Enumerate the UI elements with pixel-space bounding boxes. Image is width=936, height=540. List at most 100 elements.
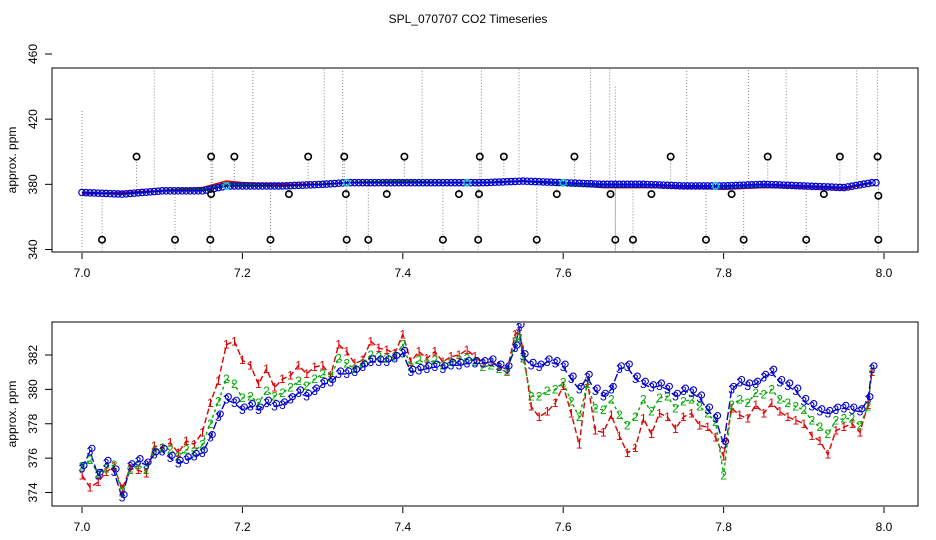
bottom-series-marker-2: 2: [760, 388, 767, 402]
bottom-series-point-3: [240, 403, 248, 411]
top-outlier-point: [647, 190, 656, 199]
bottom-series-point-3: [321, 377, 329, 385]
top-outlier-point: [666, 152, 675, 161]
top-series-point-3: [812, 182, 820, 191]
bottom-series-marker-2: 2: [303, 379, 310, 393]
bottom-series-marker-2: 2: [343, 357, 350, 371]
top-series-point-3: [779, 181, 788, 189]
bottom-series-marker-1: 1: [351, 357, 358, 371]
bottom-series-marker-1: 1: [87, 480, 94, 494]
top-series-point-3: [242, 182, 251, 190]
top-series-point-3: [799, 182, 808, 190]
top-series-point-3: [679, 182, 688, 190]
top-series-point-3: [238, 182, 247, 190]
top-outlier-point: [207, 152, 216, 161]
bottom-series-marker-2: 2: [833, 413, 840, 427]
bottom-series-point-3: [256, 403, 264, 411]
top-series-point-3: [527, 177, 535, 186]
bottom-series-point-3: [305, 389, 313, 397]
top-series-point-3: [595, 180, 604, 188]
bottom-series-point-3: [714, 412, 722, 420]
bottom-series-marker-2: 2: [865, 400, 872, 414]
top-outlier-point: [763, 152, 772, 161]
bottom-series-marker-2: 2: [720, 468, 727, 482]
bottom-series-point-3: [826, 406, 834, 414]
bottom-series-marker-2: 2: [688, 393, 695, 407]
top-series-point-3: [427, 178, 435, 187]
bottom-x-tick-label: 7.6: [555, 520, 572, 534]
top-series-point-3: [643, 180, 652, 189]
top-series-point-3: [599, 180, 608, 189]
bottom-series-marker-1: 1: [464, 343, 471, 357]
top-series-point-3: [828, 183, 836, 191]
bottom-series-marker-1: 1: [516, 324, 523, 338]
top-series-point-3: [844, 183, 852, 191]
top-series-point-3: [134, 189, 142, 197]
bottom-series-point-3: [433, 360, 441, 368]
bottom-series-marker-2: 2: [175, 449, 182, 463]
top-series-point-cyan: [559, 179, 567, 187]
bottom-series-marker-1: 1: [720, 449, 727, 463]
top-series-point-3: [840, 183, 848, 192]
bottom-series-marker-2: 2: [528, 389, 535, 403]
top-series-point-3: [419, 178, 427, 187]
bottom-series-marker-2: 2: [784, 396, 791, 410]
bottom-series-point-3: [337, 367, 345, 375]
top-series-point-3: [258, 182, 267, 190]
bottom-series-marker-2: 2: [127, 463, 134, 477]
bottom-series-point-3: [858, 405, 866, 413]
bottom-series-marker-1: 1: [688, 406, 695, 420]
top-series-point-3: [775, 181, 784, 189]
top-series-point-3: [106, 189, 114, 198]
top-series-point-3: [403, 178, 411, 187]
bottom-y-tick-label: 376: [26, 448, 40, 468]
bottom-series-marker-1: 1: [648, 427, 655, 441]
bottom-series-marker-1: 1: [295, 358, 302, 372]
bottom-series-marker-2: 2: [359, 357, 366, 371]
top-series-point-3: [451, 178, 459, 187]
bottom-series-marker-2: 2: [480, 360, 487, 374]
bottom-series-marker-1: 1: [383, 343, 390, 357]
bottom-series-point-3: [264, 396, 273, 404]
top-series-point-3: [535, 177, 543, 186]
top-series-point-3: [759, 180, 768, 189]
bottom-series-marker-2: 2: [584, 377, 591, 391]
bottom-series-point-3: [288, 393, 297, 401]
bottom-series-point-3: [128, 460, 136, 468]
top-series-point-3: [162, 187, 171, 195]
top-outlier-point: [701, 235, 710, 244]
top-series-point-3: [90, 189, 98, 197]
top-outlier-point: [802, 235, 811, 244]
bottom-series-marker-1: 1: [263, 362, 270, 376]
bottom-series-marker-2: 2: [472, 355, 479, 369]
bottom-series-point-3: [152, 448, 160, 456]
bottom-series-marker-2: 2: [600, 403, 607, 417]
bottom-series-marker-2: 2: [159, 441, 166, 455]
top-outlier-point: [739, 235, 748, 244]
bottom-series-marker-1: 1: [79, 468, 86, 482]
top-outlier-point: [340, 152, 349, 161]
bottom-series-marker-1: 1: [808, 429, 815, 443]
bottom-series-point-3: [449, 358, 457, 366]
top-y-tick-label: 460: [26, 44, 40, 64]
bottom-series-marker-1: 1: [223, 338, 230, 352]
top-series-point-3: [603, 180, 612, 189]
top-series-point-3: [174, 187, 183, 195]
bottom-series-marker-2: 2: [825, 427, 832, 441]
top-series-point-3: [511, 177, 519, 186]
top-series-point-3: [723, 181, 732, 190]
top-series-point-3: [619, 180, 628, 189]
bottom-series-marker-1: 1: [841, 420, 848, 434]
top-series-point-3: [398, 178, 407, 187]
bottom-series-marker-1: 1: [536, 410, 543, 424]
bottom-series-point-3: [409, 365, 417, 373]
bottom-series-point-3: [545, 355, 553, 363]
bottom-series-marker-2: 2: [849, 412, 856, 426]
bottom-series-point-3: [497, 360, 505, 368]
top-series-point-3: [547, 178, 555, 187]
bottom-series-marker-1: 1: [311, 360, 318, 374]
top-series-point-3: [591, 180, 600, 188]
top-series-point-3: [278, 182, 287, 190]
bottom-series-marker-2: 2: [696, 400, 703, 414]
bottom-series-marker-1: 1: [424, 351, 431, 365]
